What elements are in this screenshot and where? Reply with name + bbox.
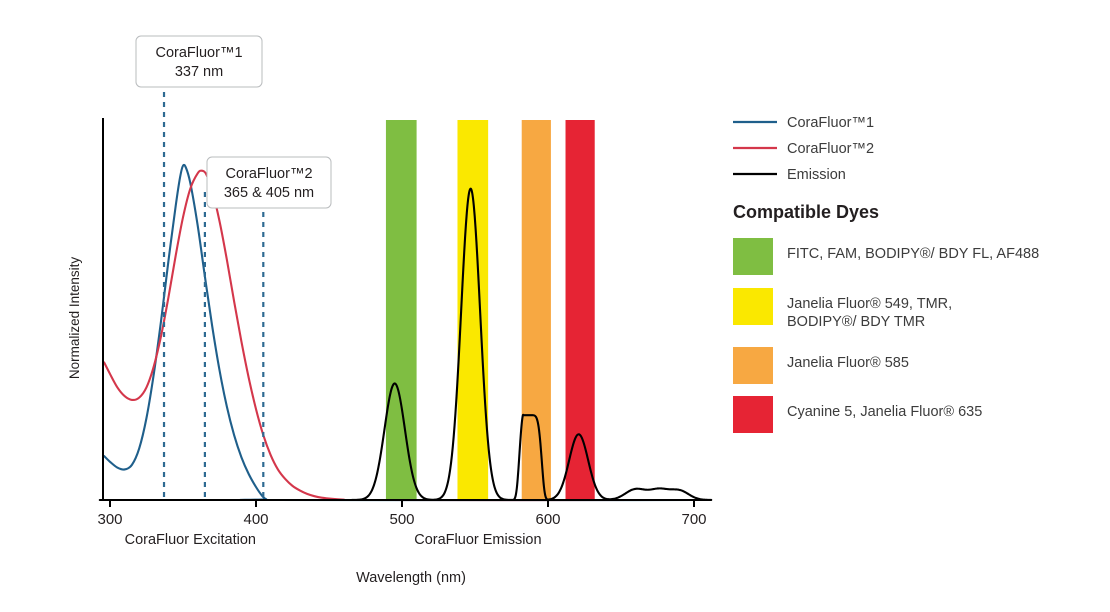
curve-excitation-CoraFluor™2 bbox=[103, 169, 696, 502]
axes-group: 300 400 500 600 700 CoraFluor Excitation CoraF… bbox=[97, 118, 712, 548]
compatible-dyes-heading: Compatible Dyes bbox=[733, 202, 879, 222]
plot-area: 300 400 500 600 700 CoraFluor Excitation CoraF… bbox=[97, 35, 713, 548]
callout-1-box bbox=[135, 35, 263, 88]
callout-2-box bbox=[206, 156, 332, 209]
dye-swatch-0 bbox=[733, 238, 773, 275]
dye-label-2-0: Janelia Fluor® 585 bbox=[787, 355, 909, 371]
dye-label-3-0: Cyanine 5, Janelia Fluor® 635 bbox=[787, 404, 982, 420]
curve-excitation-CoraFluor™1 bbox=[103, 163, 696, 502]
excitation-marker-group bbox=[162, 82, 265, 500]
callout-group: CoraFluor™1 337 nm CoraFluor™2 365 & 405 nm bbox=[135, 35, 332, 209]
dye-swatch-2 bbox=[733, 347, 773, 384]
legend-line-label-2: Emission bbox=[787, 167, 846, 183]
x-axis-tick-label: 300 bbox=[97, 511, 122, 528]
axis-region-label: CoraFluor Excitation bbox=[125, 532, 256, 548]
callout-1: CoraFluor™1 337 nm bbox=[135, 35, 263, 88]
callout-1-line2: 337 nm bbox=[175, 64, 223, 80]
x-axis-title: Wavelength (nm) bbox=[356, 570, 466, 586]
dye-label-1-1: BODIPY®/ BDY TMR bbox=[787, 314, 925, 330]
callout-2: CoraFluor™2 365 & 405 nm bbox=[206, 156, 332, 209]
dye-label-0-0: FITC, FAM, BODIPY®/ BDY FL, AF488 bbox=[787, 246, 1039, 262]
dye-label-1-0: Janelia Fluor® 549, TMR, bbox=[787, 296, 952, 312]
emission-band-group bbox=[385, 120, 595, 500]
x-axis-tick-label: 700 bbox=[681, 511, 706, 528]
x-axis-tick-label: 600 bbox=[535, 511, 560, 528]
axis-region-label: CoraFluor Emission bbox=[414, 532, 541, 548]
dye-swatch-1 bbox=[733, 288, 773, 325]
yellow-band bbox=[457, 120, 489, 500]
legend-line-label-1: CoraFluor™2 bbox=[787, 141, 874, 157]
dye-swatch-3 bbox=[733, 396, 773, 433]
callout-2-line1: CoraFluor™2 bbox=[225, 166, 312, 182]
callout-2-line2: 365 & 405 nm bbox=[224, 185, 314, 201]
x-axis-tick-label: 400 bbox=[243, 511, 268, 528]
orange-band bbox=[521, 120, 551, 500]
legend-line-label-0: CoraFluor™1 bbox=[787, 115, 874, 131]
callout-1-line1: CoraFluor™1 bbox=[155, 45, 242, 61]
legend: CoraFluor™1 CoraFluor™2 Emission Compatible… bbox=[733, 115, 1039, 433]
y-axis-title: Normalized Intensity bbox=[67, 257, 82, 380]
green-band bbox=[385, 120, 417, 500]
x-axis-tick-label: 500 bbox=[389, 511, 414, 528]
red-band bbox=[565, 120, 595, 500]
